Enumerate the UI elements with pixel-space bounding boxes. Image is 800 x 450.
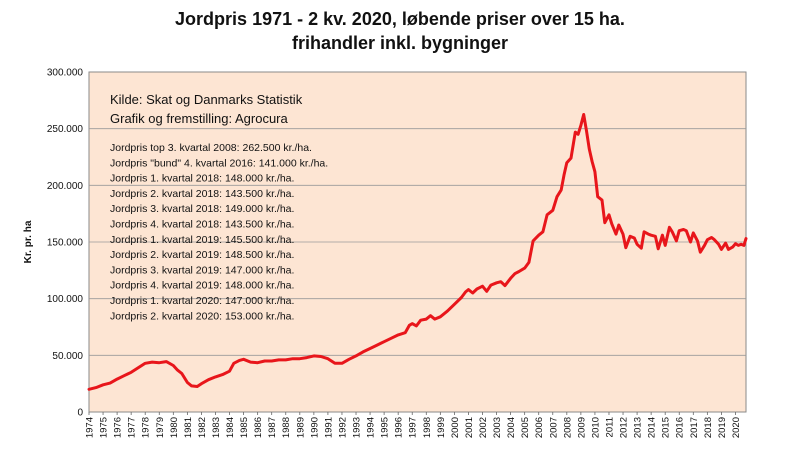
x-tick-label: 1980 — [169, 417, 180, 438]
x-tick-label: 1985 — [239, 417, 250, 438]
x-tick-label: 2013 — [633, 417, 644, 438]
x-tick-label: 1987 — [267, 417, 278, 438]
chart-title-line-2: frihandler inkl. bygninger — [291, 33, 509, 53]
x-tick-label: 2005 — [520, 417, 531, 438]
x-tick-label: 2003 — [492, 417, 503, 438]
x-tick-label: 2002 — [478, 417, 489, 438]
price-series-line — [87, 113, 748, 391]
x-tick-label: 1975 — [99, 417, 110, 438]
x-tick-label: 2017 — [689, 417, 700, 438]
y-axis-ticks: 0 50.000 100.000 150.000 200.000 250.000 300.0… — [47, 68, 84, 419]
source-annotation: Grafik og fremstilling: Agrocura — [110, 111, 289, 126]
x-tick-label: 1998 — [422, 417, 433, 438]
x-tick-label: 1974 — [85, 417, 96, 438]
price-annotation: Jordpris 2. kvartal 2019: 148.500 kr./ha… — [110, 249, 294, 261]
x-tick-label: 2004 — [506, 417, 517, 438]
price-annotation: Jordpris 2. kvartal 2020: 153.000 kr./ha… — [110, 310, 294, 322]
y-tick-label: 50.000 — [52, 351, 83, 362]
chart-title-line-1: Jordpris 1971 - 2 kv. 2020, løbende pris… — [175, 9, 625, 29]
x-tick-label: 1983 — [211, 417, 222, 438]
x-tick-label: 1989 — [295, 417, 306, 438]
y-axis-label: Kr. pr. ha — [23, 220, 34, 263]
x-tick-label: 2006 — [534, 417, 545, 438]
y-tick-label: 150.000 — [47, 238, 84, 249]
x-tick-label: 1994 — [366, 417, 377, 438]
x-tick-label: 1993 — [352, 417, 363, 438]
x-tick-label: 1976 — [113, 417, 124, 438]
x-tick-label: 1997 — [408, 417, 419, 438]
x-tick-label: 1978 — [141, 417, 152, 438]
price-annotation: Jordpris 2. kvartal 2018: 143.500 kr./ha… — [110, 188, 294, 200]
price-annotation: Jordpris 1. kvartal 2018: 148.000 kr./ha… — [110, 173, 294, 185]
y-tick-label: 0 — [77, 408, 83, 419]
x-tick-label: 2007 — [548, 417, 559, 438]
x-tick-label: 1988 — [281, 417, 292, 438]
x-tick-label: 2009 — [576, 417, 587, 438]
x-tick-label: 2014 — [647, 417, 658, 438]
x-tick-label: 2000 — [450, 417, 461, 438]
x-tick-label: 2001 — [464, 417, 475, 438]
x-tick-label: 2015 — [661, 417, 672, 438]
x-tick-label: 1990 — [309, 417, 320, 438]
y-tick-label: 100.000 — [47, 294, 84, 305]
x-tick-label: 1979 — [155, 417, 166, 438]
x-tick-label: 1984 — [225, 417, 236, 438]
y-tick-label: 300.000 — [47, 68, 84, 79]
series-layer — [87, 113, 748, 391]
price-annotation: Jordpris 4. kvartal 2018: 143.500 kr./ha… — [110, 219, 294, 231]
y-tick-label: 250.000 — [47, 124, 84, 135]
price-annotation: Jordpris 4. kvartal 2019: 148.000 kr./ha… — [110, 280, 294, 292]
x-tick-label: 2008 — [562, 417, 573, 438]
x-tick-label: 1992 — [337, 417, 348, 438]
x-tick-label: 2020 — [731, 417, 742, 438]
price-annotation: Jordpris 1. kvartal 2019: 145.500 kr./ha… — [110, 234, 294, 246]
x-tick-label: 1995 — [380, 417, 391, 438]
price-annotation: Jordpris 1. kvartal 2020: 147.000 kr./ha… — [110, 295, 294, 307]
gridlines — [89, 128, 746, 356]
x-tick-label: 1982 — [197, 417, 208, 438]
price-annotation: Jordpris 3. kvartal 2018: 149.000 kr./ha… — [110, 203, 294, 215]
x-axis-ticks: 1974 1975 1976 1977 1978 1979 1980 1981 1982 1983… — [85, 412, 742, 438]
x-tick-label: 1996 — [394, 417, 405, 438]
x-tick-label: 2011 — [604, 417, 615, 437]
x-tick-label: 1991 — [323, 417, 334, 438]
y-tick-label: 200.000 — [47, 181, 84, 192]
x-tick-label: 2018 — [703, 417, 714, 438]
source-annotation: Kilde: Skat og Danmarks Statistik — [110, 92, 303, 107]
x-tick-label: 2016 — [675, 417, 686, 438]
price-annotation: Jordpris 3. kvartal 2019: 147.000 kr./ha… — [110, 264, 294, 276]
x-tick-label: 2010 — [590, 417, 601, 438]
x-tick-label: 1981 — [183, 417, 194, 438]
x-tick-label: 1999 — [436, 417, 447, 438]
price-annotation: Jordpris "bund" 4. kvartal 2016: 141.000… — [110, 157, 328, 169]
x-tick-label: 1986 — [253, 417, 264, 438]
x-tick-label: 2019 — [717, 417, 728, 438]
x-tick-label: 1977 — [127, 417, 138, 438]
x-tick-label: 2012 — [619, 417, 630, 438]
annotations: Kilde: Skat og Danmarks Statistik Grafik … — [110, 92, 328, 322]
price-annotation: Jordpris top 3. kvartal 2008: 262.500 kr… — [110, 142, 312, 154]
